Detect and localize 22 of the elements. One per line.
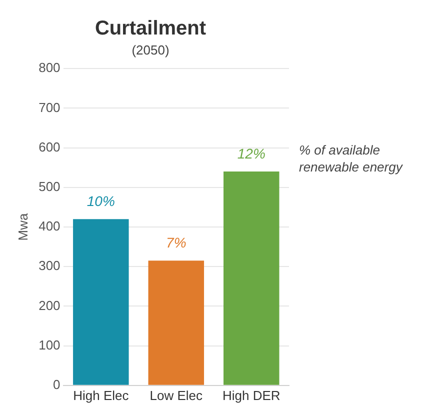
y-tick-label: 400 xyxy=(38,218,60,234)
y-tick-label: 300 xyxy=(38,258,60,274)
y-axis-title: Mwa xyxy=(15,212,30,241)
annotation: 10% xyxy=(86,192,115,209)
x-tick-label: Low Elec xyxy=(150,388,204,403)
annotation: 12% xyxy=(237,145,266,162)
text: % of available renewable energy xyxy=(299,142,404,175)
bar xyxy=(148,260,204,385)
x-tick-label: High Elec xyxy=(73,388,130,403)
y-tick-label: 600 xyxy=(38,139,60,154)
y-tick-label: 100 xyxy=(38,337,60,352)
bar xyxy=(73,219,129,385)
chart-subtitle: (2050) xyxy=(132,42,170,58)
y-tick-label: 500 xyxy=(38,178,60,194)
y-tick-label: 0 xyxy=(53,376,60,392)
chart-title: Curtailment xyxy=(94,18,206,40)
y-tick-label: 800 xyxy=(38,60,60,76)
y-tick-label: 700 xyxy=(38,100,60,115)
bar xyxy=(224,172,280,385)
x-tick-label: High DER xyxy=(222,388,280,403)
y-tick-label: 200 xyxy=(38,298,60,313)
annotation: 7% xyxy=(166,234,186,251)
